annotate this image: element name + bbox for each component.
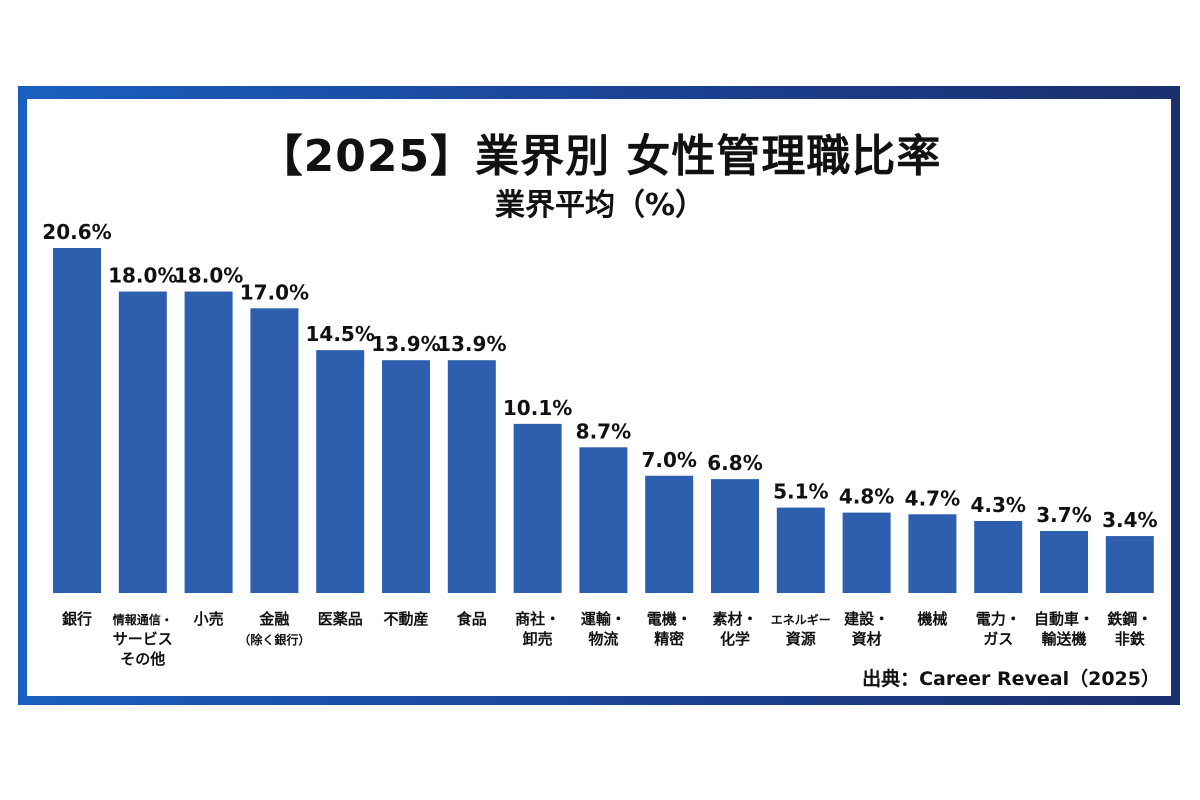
category-label: 電力・ — [976, 610, 1021, 628]
data-label: 7.0% — [641, 448, 696, 472]
data-label: 5.1% — [773, 480, 828, 504]
data-label: 6.8% — [707, 451, 762, 475]
category-label: 自動車・ — [1034, 610, 1094, 628]
bar — [579, 447, 628, 593]
category-label: 食品 — [457, 610, 487, 628]
source-note: 出典：Career Reveal（2025） — [862, 668, 1160, 690]
category-label: 素材・ — [712, 610, 757, 628]
bar — [250, 308, 299, 593]
category-label: 運輸・ — [581, 610, 626, 628]
category-label: 機械 — [917, 610, 947, 628]
category-label: 小売 — [194, 610, 224, 628]
bar — [711, 479, 759, 593]
chart-title: 【2025】業界別 女性管理職比率 — [258, 131, 942, 182]
bar — [447, 360, 496, 593]
category-label: 銀行 — [62, 610, 92, 628]
data-label: 3.4% — [1102, 508, 1157, 532]
bar — [382, 360, 430, 593]
data-label: 8.7% — [576, 419, 631, 443]
chart-subtitle: 業界平均（%） — [494, 188, 706, 223]
category-label: 輸送機 — [1041, 630, 1086, 648]
category-label: 電機・ — [647, 610, 692, 628]
category-label: サービス — [113, 630, 173, 648]
category-label: 物流 — [588, 630, 618, 648]
category-label: 商社・ — [515, 610, 560, 628]
data-label: 18.0% — [108, 264, 177, 288]
category-label: 資源 — [786, 630, 816, 648]
category-label: その他 — [120, 650, 165, 668]
bar — [1040, 531, 1088, 593]
bar — [974, 520, 1023, 593]
data-label: 4.8% — [839, 485, 894, 509]
category-label: 建設・ — [844, 610, 889, 628]
data-label: 4.7% — [905, 486, 960, 510]
category-label: 化学 — [720, 630, 750, 648]
data-label: 4.3% — [970, 493, 1025, 517]
category-label: 医薬品 — [318, 610, 363, 628]
category-label: 非鉄 — [1115, 630, 1145, 648]
data-label: 13.9% — [371, 332, 440, 356]
category-label: エネルギー — [771, 612, 831, 627]
category-label: 情報通信・ — [113, 612, 173, 627]
bar — [184, 291, 233, 593]
data-label: 10.1% — [503, 396, 572, 420]
category-label: ガス — [983, 630, 1013, 648]
category-label: 卸売 — [523, 630, 553, 648]
bar — [316, 350, 365, 593]
category-label: 資材 — [852, 630, 882, 648]
bar — [908, 514, 957, 593]
data-label: 20.6% — [42, 220, 111, 244]
bar — [118, 291, 167, 593]
data-label: 18.0% — [174, 264, 243, 288]
data-label: 17.0% — [240, 280, 309, 304]
category-label: 精密 — [654, 630, 684, 648]
bar — [53, 248, 101, 593]
category-label: 金融 — [258, 610, 289, 628]
bar — [776, 507, 825, 593]
category-label: （除く銀行） — [238, 632, 310, 647]
category-label: 不動産 — [383, 610, 428, 628]
category-label: 鉄鋼・ — [1107, 610, 1152, 628]
chart-frame — [18, 86, 1180, 705]
bar — [842, 512, 891, 593]
data-label: 3.7% — [1036, 503, 1091, 527]
bar — [513, 423, 562, 593]
bar — [645, 475, 694, 593]
data-label: 13.9% — [437, 332, 506, 356]
data-label: 14.5% — [306, 322, 375, 346]
bar — [1105, 536, 1154, 593]
